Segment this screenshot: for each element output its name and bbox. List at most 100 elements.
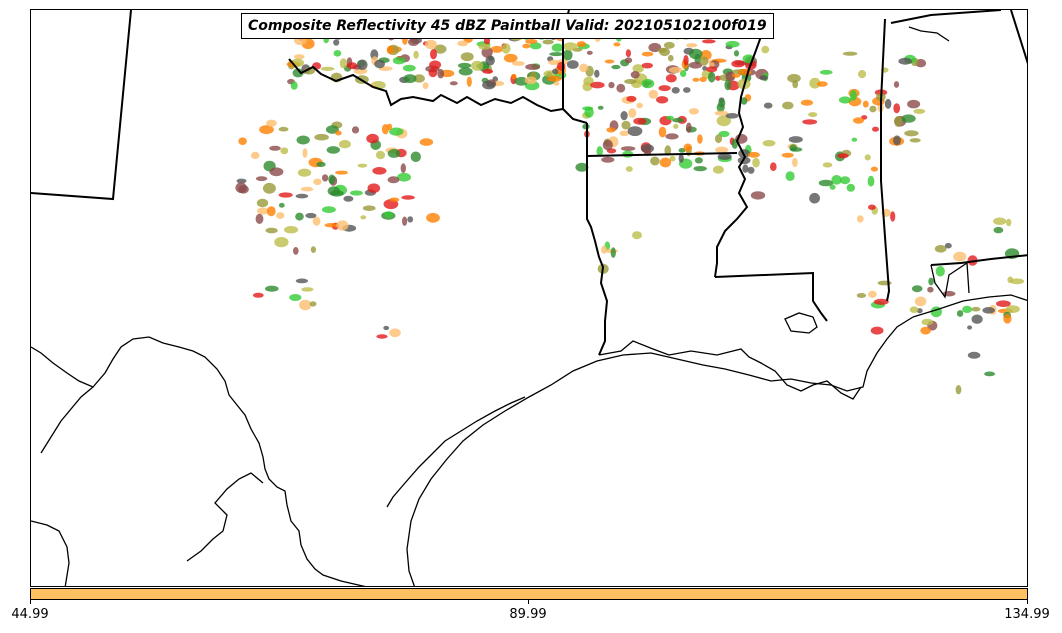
reflectivity-blob [328,174,336,185]
reflectivity-blob [316,161,326,167]
reflectivity-blob [250,151,260,159]
reflectivity-blob [601,245,608,254]
reflectivity-blob [322,174,329,182]
reflectivity-blob [697,134,703,144]
reflectivity-blob [1006,218,1012,227]
reflectivity-blob [1003,314,1012,324]
reflectivity-blob [913,108,926,114]
reflectivity-blob [732,73,741,78]
reflectivity-blob [343,195,354,202]
reflectivity-blob [255,176,268,182]
reflectivity-blob [400,163,406,174]
colorbar-tick-label-max: 134.99 [1004,607,1050,622]
reflectivity-blob [387,148,401,158]
reflectivity-blob [542,39,554,45]
reflectivity-blob [529,42,542,50]
reflectivity-blob [641,78,655,89]
reflectivity-blob [898,57,912,65]
reflectivity-blob [837,153,849,159]
reflectivity-blob [872,126,879,132]
reflectivity-paintball-layer [235,16,1025,395]
reflectivity-blob [822,162,833,168]
reflectivity-blob [818,179,834,187]
reflectivity-blob [624,57,633,64]
reflectivity-blob [663,41,675,49]
reflectivity-blob [413,74,425,83]
rio-grande-border [31,336,366,586]
reflectivity-blob [387,176,400,184]
reflectivity-blob [503,53,518,63]
reflectivity-blob [868,290,877,298]
reflectivity-blob [321,206,336,214]
reflectivity-blob [389,197,400,202]
reflectivity-blob [893,103,901,114]
reflectivity-blob [314,133,329,141]
reflectivity-blob [360,215,367,220]
reflectivity-blob [763,102,773,109]
reflectivity-blob [702,66,708,71]
reflectivity-blob [870,166,879,172]
reflectivity-blob [335,130,342,136]
reflectivity-blob [928,277,934,286]
reflectivity-blob [389,127,404,136]
reflectivity-blob [278,192,293,198]
reflectivity-blob [374,59,385,69]
reflectivity-blob [673,123,679,129]
reflectivity-blob [401,195,415,200]
ga-border-east [1010,10,1027,64]
reflectivity-blob [407,216,414,223]
ms-al-border [880,18,891,302]
reflectivity-blob [576,41,587,48]
map-canvas [31,10,1027,586]
reflectivity-blob [278,126,289,132]
reflectivity-blob [858,70,867,79]
gulf-coast-east [912,294,1027,318]
reflectivity-blob [680,69,687,78]
reflectivity-blob [717,153,732,160]
reflectivity-blob [490,45,503,53]
reflectivity-blob [718,98,726,108]
reflectivity-blob [683,87,691,93]
reflectivity-blob [302,148,308,158]
coahuila-border [40,386,94,454]
reflectivity-blob [993,226,1004,234]
reflectivity-blob [289,294,302,301]
reflectivity-blob [628,108,637,118]
reflectivity-blob [648,89,658,99]
reflectivity-blob [259,125,274,135]
reflectivity-blob [548,59,560,66]
reflectivity-blob [351,126,360,134]
reflectivity-blob [692,77,700,82]
reflectivity-blob [636,102,643,109]
reflectivity-blob [993,217,1007,225]
reflectivity-blob [357,163,368,168]
reflectivity-blob [426,212,440,223]
reflectivity-blob [927,286,934,293]
reflectivity-blob [278,202,285,208]
reflectivity-blob [610,247,616,258]
reflectivity-blob [693,166,707,172]
reflectivity-blob [625,49,632,58]
reflectivity-blob [621,120,631,130]
reflectivity-blob [256,198,269,208]
reflectivity-blob [626,95,637,102]
reflectivity-blob [266,119,277,127]
reflectivity-blob [944,242,952,249]
reflectivity-blob [816,81,828,87]
reflectivity-blob [525,63,540,70]
reflectivity-blob [641,144,654,153]
reflectivity-blob [552,68,559,75]
reflectivity-blob [641,62,653,69]
state-border-nm-tx-north [31,10,132,201]
reflectivity-blob [613,42,621,47]
reflectivity-blob [750,191,766,200]
reflectivity-blob [683,55,689,66]
reflectivity-blob [575,162,589,172]
reflectivity-blob [911,285,923,293]
reflectivity-blob [402,64,416,72]
reflectivity-blob [904,130,919,137]
reflectivity-blob [300,186,314,192]
reflectivity-blob [389,328,401,338]
al-fl-coast-east [930,261,970,299]
reflectivity-blob [668,54,674,62]
